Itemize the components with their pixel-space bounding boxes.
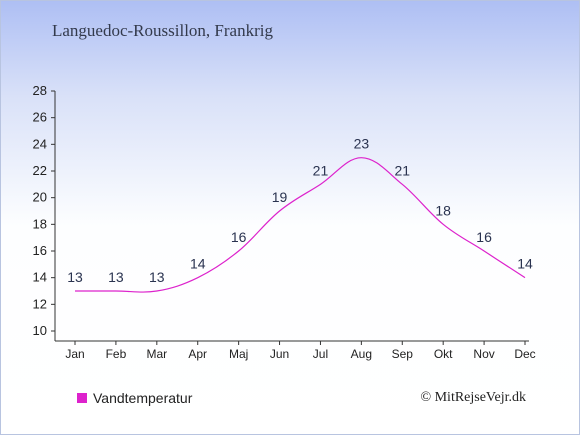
x-tick-label: Dec xyxy=(514,347,535,361)
data-label: 13 xyxy=(108,269,124,285)
data-label: 13 xyxy=(67,269,83,285)
chart-title: Languedoc-Roussillon, Frankrig xyxy=(52,21,273,40)
legend: Vandtemperatur xyxy=(77,390,192,406)
data-label: 18 xyxy=(435,202,451,218)
x-tick-label: Jan xyxy=(65,347,84,361)
y-tick-label: 20 xyxy=(33,190,47,205)
legend-swatch xyxy=(77,393,87,403)
data-label: 16 xyxy=(231,229,247,245)
x-tick-label: Nov xyxy=(473,347,494,361)
data-label: 16 xyxy=(476,229,492,245)
y-tick-label: 16 xyxy=(33,243,47,258)
x-tick-label: Sep xyxy=(392,347,414,361)
x-tick-label: Mar xyxy=(146,347,167,361)
data-label: 21 xyxy=(313,162,329,178)
x-tick-label: Maj xyxy=(229,347,248,361)
legend-label: Vandtemperatur xyxy=(93,390,193,406)
x-tick-label: Okt xyxy=(434,347,453,361)
data-label: 13 xyxy=(149,269,165,285)
data-label: 14 xyxy=(517,256,533,272)
data-label: 19 xyxy=(272,189,288,205)
y-tick-label: 28 xyxy=(33,83,47,98)
y-tick-label: 22 xyxy=(33,163,47,178)
x-tick-label: Jul xyxy=(313,347,328,361)
x-tick-label: Feb xyxy=(106,347,127,361)
x-tick-label: Aug xyxy=(351,347,372,361)
data-label: 14 xyxy=(190,256,206,272)
series-line-vandtemperatur xyxy=(75,157,526,293)
x-tick-label: Apr xyxy=(188,347,207,361)
copyright-credit: © MitRejseVejr.dk xyxy=(420,390,526,405)
y-tick-label: 18 xyxy=(33,216,47,231)
data-label: 21 xyxy=(394,162,410,178)
data-label: 23 xyxy=(354,136,370,152)
y-tick-label: 26 xyxy=(33,110,47,125)
x-tick-label: Jun xyxy=(270,347,289,361)
y-tick-label: 12 xyxy=(33,296,47,311)
y-tick-label: 24 xyxy=(33,136,47,151)
y-tick-label: 14 xyxy=(33,270,47,285)
y-tick-label: 10 xyxy=(33,323,47,338)
